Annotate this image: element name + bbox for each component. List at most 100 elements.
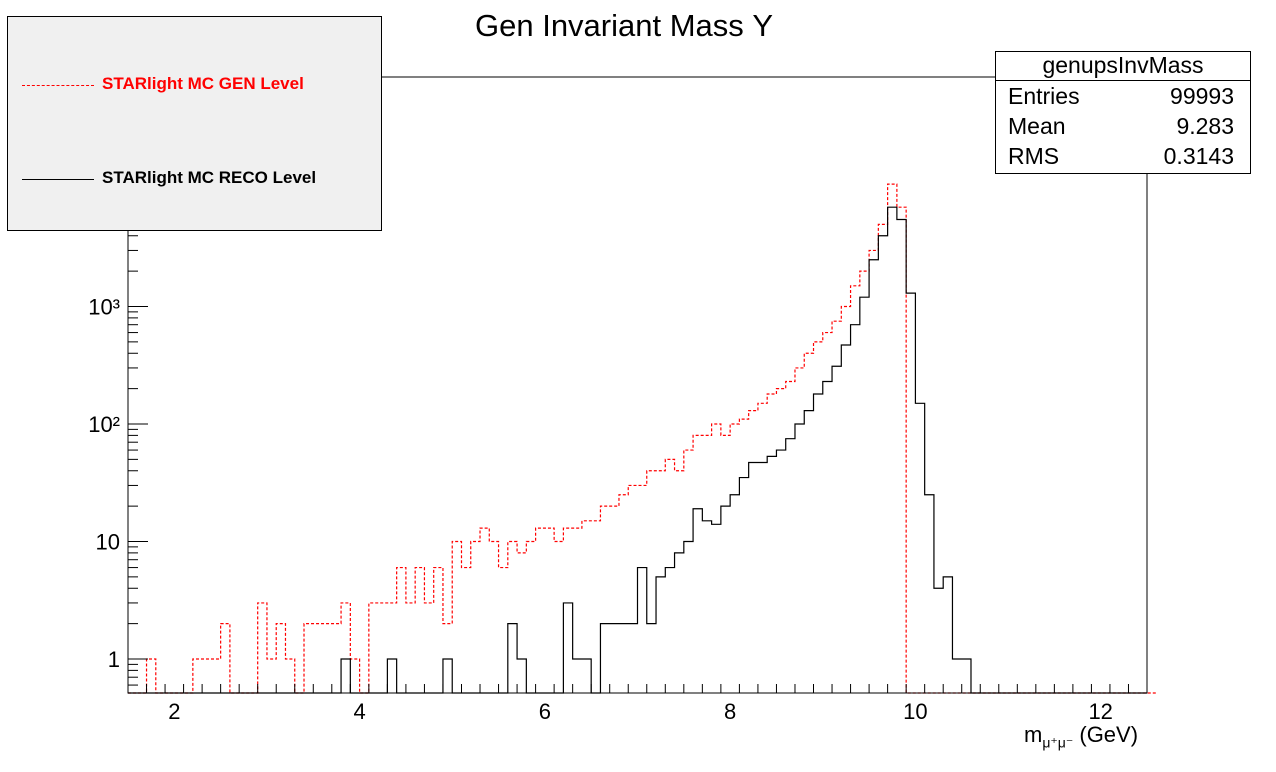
histogram-bin <box>767 456 776 693</box>
histogram-bin <box>304 624 313 693</box>
x-axis-title-subscript: μ⁺μ⁻ <box>1042 734 1074 751</box>
stats-row-mean: Mean 9.283 <box>996 111 1250 141</box>
x-tick-label: 8 <box>724 699 736 724</box>
x-tick-label: 10 <box>903 699 927 724</box>
stats-key: Mean <box>1008 113 1066 139</box>
legend: STARlight MC GEN Level STARlight MC RECO… <box>7 16 382 231</box>
histogram-bin <box>591 521 600 693</box>
histogram-bin <box>869 260 878 693</box>
stats-value: 0.3143 <box>1163 143 1234 169</box>
stats-value: 99993 <box>1170 83 1234 109</box>
histogram-bin <box>758 463 767 693</box>
histogram-bin <box>851 325 860 693</box>
histogram-bin <box>897 220 906 693</box>
histogram-bin <box>600 624 609 693</box>
y-tick-label: 1 <box>108 647 120 672</box>
legend-swatch-reco <box>22 179 94 180</box>
histogram-bin <box>267 659 276 693</box>
histogram-bin <box>749 463 758 693</box>
histogram-bin <box>202 659 211 693</box>
legend-swatch-gen <box>22 85 94 86</box>
histogram-bin <box>313 624 322 693</box>
histogram-bin <box>786 439 795 693</box>
histogram-bin <box>415 568 424 693</box>
histogram-bin <box>443 659 452 693</box>
stats-key: Entries <box>1008 83 1080 109</box>
legend-entry-reco: STARlight MC RECO Level <box>8 168 381 192</box>
series-reco <box>128 206 1147 694</box>
histogram-bin <box>712 524 721 693</box>
histogram-bin <box>888 207 897 693</box>
histogram-bin <box>962 659 971 693</box>
histogram-bin <box>832 366 841 693</box>
histogram-bin <box>434 568 443 693</box>
histogram-bin <box>943 577 952 693</box>
histogram-bin <box>721 506 730 693</box>
histogram-bin <box>489 542 498 694</box>
histogram-bin <box>638 568 647 693</box>
x-axis-title: mμ⁺μ⁻ (GeV) <box>1024 722 1138 751</box>
histogram-bin <box>369 603 378 693</box>
histogram-bin <box>804 411 813 693</box>
series-gen <box>128 183 1157 694</box>
histogram-bin <box>952 659 961 693</box>
histogram-bin <box>795 424 804 693</box>
histogram-bin <box>915 403 924 693</box>
histogram-series <box>128 183 1157 694</box>
histogram-line <box>128 183 1157 694</box>
histogram-bin <box>350 659 359 693</box>
histogram-bin <box>508 624 517 693</box>
histogram-bin <box>461 568 470 693</box>
histogram-bin <box>480 528 489 693</box>
histogram-bin <box>878 236 887 693</box>
histogram-bin <box>684 542 693 694</box>
x-tick-label: 2 <box>168 699 180 724</box>
histogram-bin <box>517 659 526 693</box>
histogram-bin <box>193 659 202 693</box>
plot-frame <box>127 76 1148 694</box>
histogram-bin <box>628 624 637 693</box>
histogram-bin <box>823 381 832 693</box>
histogram-bin <box>387 659 396 693</box>
legend-label-gen: STARlight MC GEN Level <box>102 74 304 93</box>
histogram-bin <box>452 542 461 694</box>
histogram-bin <box>471 542 480 694</box>
histogram-bin <box>656 577 665 693</box>
stats-row-rms: RMS 0.3143 <box>996 141 1250 171</box>
histogram-bin <box>814 394 823 693</box>
histogram-bin <box>776 450 785 693</box>
y-tick-label: 10 <box>96 530 120 555</box>
y-tick-label: 10³ <box>88 295 120 320</box>
histogram-bin <box>424 603 433 693</box>
stats-key: RMS <box>1008 143 1060 169</box>
histogram-bin <box>406 603 415 693</box>
x-tick-label: 12 <box>1088 699 1112 724</box>
legend-label-reco: STARlight MC RECO Level <box>102 168 317 187</box>
histogram-bin <box>554 542 563 694</box>
histogram-bin <box>378 603 387 693</box>
legend-entry-gen: STARlight MC GEN Level <box>8 74 381 98</box>
histogram-bin <box>693 509 702 693</box>
histogram-bin <box>285 659 294 693</box>
histogram-bin <box>739 478 748 693</box>
histogram-bin <box>526 542 535 694</box>
histogram-bin <box>934 588 943 693</box>
y-axis: 1 10 10² 10³ <box>88 235 148 686</box>
histogram-bin <box>221 624 230 693</box>
histogram-bin <box>276 624 285 693</box>
histogram-bin <box>332 624 341 693</box>
histogram-bin <box>545 528 554 693</box>
histogram-bin <box>258 603 267 693</box>
histogram-bin <box>675 553 684 693</box>
histogram-bin <box>211 659 220 693</box>
histogram-bin <box>860 297 869 693</box>
histogram-bin <box>563 603 572 693</box>
histogram-bin <box>499 568 508 693</box>
stats-value: 9.283 <box>1176 113 1234 139</box>
histogram-bin <box>702 521 711 693</box>
x-axis: 2 4 6 8 10 12 <box>127 684 1148 724</box>
histogram-bin <box>841 345 850 693</box>
histogram-bin <box>341 659 350 693</box>
stats-box: genupsInvMass Entries 99993 Mean 9.283 R… <box>995 51 1251 174</box>
x-axis-title-unit: (GeV) <box>1073 722 1139 747</box>
